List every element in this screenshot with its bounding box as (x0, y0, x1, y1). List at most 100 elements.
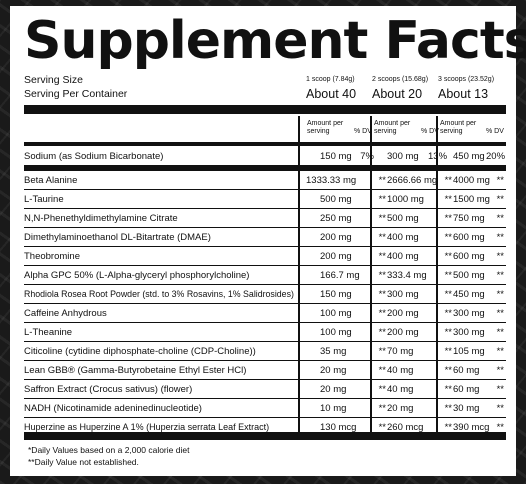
amount-1: 150 mg (320, 151, 352, 162)
amount-2: 20 mg (387, 403, 414, 414)
dv-1: ** (378, 289, 386, 300)
amount-2: 1000 mg (387, 194, 424, 205)
dv-1: ** (378, 422, 386, 433)
dv-2: ** (444, 175, 452, 186)
dv-2: ** (444, 422, 452, 433)
amount-2: 260 mcg (387, 422, 424, 433)
nutrient-name: N,N-Phenethyldimethylamine Citrate (24, 213, 178, 224)
nutrient-name: Caffeine Anhydrous (24, 308, 107, 319)
dv-1: ** (378, 327, 386, 338)
dv-2: ** (444, 327, 452, 338)
amount-2: 300 mg (387, 151, 419, 162)
nutrient-row: Caffeine Anhydrous 100 mg ** 200 mg ** 300 mg… (24, 304, 506, 323)
dv-3: ** (496, 270, 504, 281)
supplement-facts-panel: Supplement Facts Serving Size Serving Pe… (10, 6, 526, 476)
nutrient-row: L-Taurine 500 mg ** 1000 mg ** 1500 mg ** (24, 190, 506, 209)
dv-2: ** (444, 384, 452, 395)
dv-1: ** (378, 365, 386, 376)
divider-under-header (24, 142, 506, 146)
amount-2: 400 mg (387, 251, 419, 262)
dv-1: ** (378, 346, 386, 357)
amount-2: 40 mg (387, 384, 414, 395)
amount-1: 20 mg (320, 384, 347, 395)
amount-3: 500 mg (453, 270, 485, 281)
amount-1: 10 mg (320, 403, 347, 414)
dv-1: ** (378, 403, 386, 414)
col3-amount-line1: Amount per (440, 120, 477, 127)
nutrient-name: Dimethylaminoethanol DL-Bitartrate (DMAE… (24, 232, 211, 243)
dv-3: ** (496, 232, 504, 243)
dv-3: ** (496, 403, 504, 414)
serving-per-container-label: Serving Per Container (24, 88, 128, 100)
serving-3-size: 3 scoops (23.52g) (438, 76, 495, 83)
dv-2: ** (444, 232, 452, 243)
thick-divider-bottom (24, 432, 506, 440)
dv-1: ** (378, 194, 386, 205)
amount-3: 300 mg (453, 308, 485, 319)
amount-1: 35 mg (320, 346, 347, 357)
dv-2: ** (444, 213, 452, 224)
col3-dv-header: % DV (486, 128, 504, 135)
dv-3: ** (496, 422, 504, 433)
dv-2: ** (444, 308, 452, 319)
col2-amount-header: Amount per serving (374, 120, 410, 136)
amount-1: 200 mg (320, 251, 352, 262)
amount-3: 390 mcg (453, 422, 490, 433)
nutrient-name: Saffron Extract (Crocus sativus) (flower… (24, 384, 193, 395)
amount-3: 60 mg (453, 365, 480, 376)
amount-2: 200 mg (387, 327, 419, 338)
amount-2: 300 mg (387, 289, 419, 300)
col2-amount-line2: serving (374, 128, 397, 135)
amount-2: 333.4 mg (387, 270, 427, 281)
nutrient-row: Dimethylaminoethanol DL-Bitartrate (DMAE… (24, 228, 506, 247)
dv-3: ** (496, 175, 504, 186)
col3-amount-line2: serving (440, 128, 463, 135)
amount-1: 100 mg (320, 327, 352, 338)
serving-1-size: 1 scoop (7.84g) (306, 76, 355, 83)
thick-divider-top (24, 105, 506, 114)
serving-3-per-container: About 13 (438, 87, 489, 101)
dv-3: ** (496, 308, 504, 319)
dv-3: ** (496, 213, 504, 224)
nutrient-name: Beta Alanine (24, 175, 78, 186)
dv-3: ** (496, 251, 504, 262)
col2-amount-line1: Amount per (374, 120, 411, 127)
footnote-not-established: **Daily Value not established. (28, 457, 139, 467)
amount-2: 500 mg (387, 213, 419, 224)
col3-amount-header: Amount per serving (440, 120, 476, 136)
nutrient-name: L-Taurine (24, 194, 64, 205)
dv-3: ** (496, 384, 504, 395)
dv-1: ** (378, 384, 386, 395)
dv-2: ** (444, 365, 452, 376)
footnote-daily-values: *Daily Values based on a 2,000 calorie d… (28, 445, 190, 455)
amount-1: 1333.33 mg (306, 175, 359, 186)
dv-1: ** (378, 270, 386, 281)
dv-2: ** (444, 270, 452, 281)
amount-3: 450 mg (453, 289, 485, 300)
amount-2: 400 mg (387, 232, 419, 243)
amount-1: 500 mg (320, 194, 352, 205)
nutrient-row: Citicoline (cytidine diphosphate-choline… (24, 342, 506, 361)
nutrient-name: L-Theanine (24, 327, 73, 338)
amount-3: 450 mg (453, 151, 485, 162)
amount-1: 250 mg (320, 213, 352, 224)
nutrient-name: Citicoline (cytidine diphosphate-choline… (24, 346, 256, 357)
amount-1: 200 mg (320, 232, 352, 243)
dv-1: ** (378, 251, 386, 262)
dv-3: ** (496, 327, 504, 338)
amount-2: 40 mg (387, 365, 414, 376)
dv-1: ** (378, 213, 386, 224)
amount-3: 600 mg (453, 232, 485, 243)
nutrient-row: N,N-Phenethyldimethylamine Citrate 250 mg… (24, 209, 506, 228)
nutrient-row: Alpha GPC 50% (L-Alpha-glyceryl phosphor… (24, 266, 506, 285)
nutrient-name: Alpha GPC 50% (L-Alpha-glyceryl phosphor… (24, 270, 250, 281)
dv-1: ** (378, 232, 386, 243)
dv-1: 7% (360, 151, 374, 162)
nutrient-name: NADH (Nicotinamide adeninedinucleotide) (24, 403, 202, 414)
col1-amount-line2: serving (307, 128, 330, 135)
col1-dv-header: % DV (354, 128, 372, 135)
panel-title: Supplement Facts (24, 11, 526, 71)
amount-1: 150 mg (320, 289, 352, 300)
amount-3: 60 mg (453, 384, 480, 395)
nutrient-name: Sodium (as Sodium Bicarbonate) (24, 151, 164, 162)
